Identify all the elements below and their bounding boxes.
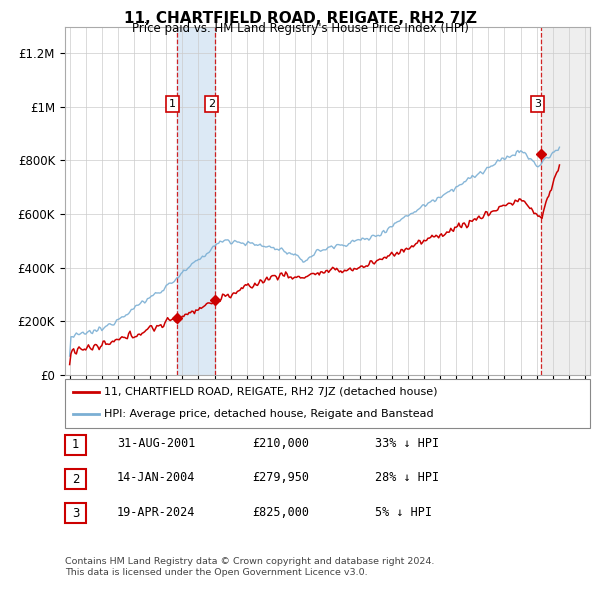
Text: Contains HM Land Registry data © Crown copyright and database right 2024.: Contains HM Land Registry data © Crown c… (65, 558, 434, 566)
Text: 31-AUG-2001: 31-AUG-2001 (117, 437, 196, 450)
Text: £825,000: £825,000 (252, 506, 309, 519)
Text: 14-JAN-2004: 14-JAN-2004 (117, 471, 196, 484)
Text: £279,950: £279,950 (252, 471, 309, 484)
Text: 11, CHARTFIELD ROAD, REIGATE, RH2 7JZ: 11, CHARTFIELD ROAD, REIGATE, RH2 7JZ (124, 11, 476, 25)
FancyBboxPatch shape (65, 469, 86, 489)
Text: 2: 2 (208, 99, 215, 109)
Text: Price paid vs. HM Land Registry's House Price Index (HPI): Price paid vs. HM Land Registry's House … (131, 22, 469, 35)
Text: 19-APR-2024: 19-APR-2024 (117, 506, 196, 519)
FancyBboxPatch shape (65, 503, 86, 523)
Bar (177, 27, 215, 375)
Text: 11, CHARTFIELD ROAD, REIGATE, RH2 7JZ (detached house): 11, CHARTFIELD ROAD, REIGATE, RH2 7JZ (d… (104, 388, 437, 398)
Text: 1: 1 (72, 438, 79, 451)
Text: 2: 2 (72, 473, 79, 486)
Text: 28% ↓ HPI: 28% ↓ HPI (375, 471, 439, 484)
Text: 3: 3 (72, 507, 79, 520)
Text: £210,000: £210,000 (252, 437, 309, 450)
Bar (541, 27, 590, 375)
Text: HPI: Average price, detached house, Reigate and Banstead: HPI: Average price, detached house, Reig… (104, 409, 434, 419)
Text: 1: 1 (169, 99, 176, 109)
Text: 5% ↓ HPI: 5% ↓ HPI (375, 506, 432, 519)
Text: This data is licensed under the Open Government Licence v3.0.: This data is licensed under the Open Gov… (65, 568, 367, 577)
FancyBboxPatch shape (65, 435, 86, 455)
Text: 3: 3 (534, 99, 541, 109)
FancyBboxPatch shape (65, 379, 590, 428)
Text: 33% ↓ HPI: 33% ↓ HPI (375, 437, 439, 450)
